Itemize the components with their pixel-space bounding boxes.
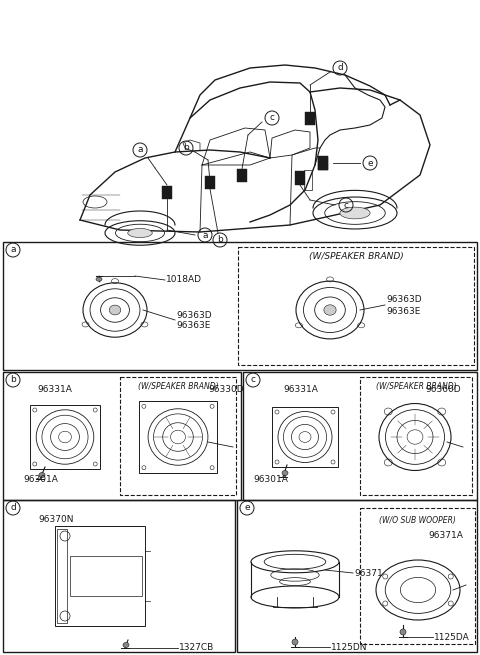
Ellipse shape — [123, 643, 129, 648]
Bar — [238, 247, 474, 365]
Bar — [139, 402, 217, 473]
Text: d: d — [10, 504, 16, 512]
Text: c: c — [344, 200, 348, 210]
Text: a: a — [202, 231, 208, 240]
Text: 96363D: 96363D — [386, 295, 421, 305]
Ellipse shape — [324, 305, 336, 315]
Bar — [304, 170, 312, 190]
Text: c: c — [251, 375, 255, 384]
Text: 96330D: 96330D — [208, 386, 244, 394]
Text: 1125DA: 1125DA — [434, 633, 470, 641]
Text: a: a — [137, 145, 143, 155]
Bar — [70, 556, 142, 596]
Text: 96301A: 96301A — [253, 476, 288, 485]
Text: 96363D: 96363D — [176, 310, 212, 320]
Text: 96371: 96371 — [354, 569, 383, 578]
Text: 96301A: 96301A — [23, 476, 58, 485]
Bar — [3, 242, 477, 370]
Text: 96331A: 96331A — [37, 386, 72, 394]
Bar — [237, 168, 247, 181]
Text: d: d — [337, 64, 343, 73]
Bar — [360, 508, 475, 644]
Bar — [272, 407, 338, 467]
Bar — [205, 176, 215, 189]
Ellipse shape — [282, 470, 288, 476]
Bar — [360, 377, 472, 495]
Ellipse shape — [340, 207, 370, 219]
Bar — [295, 171, 305, 185]
Text: (W/SPEAKER BRAND): (W/SPEAKER BRAND) — [309, 252, 403, 261]
Text: 96331A: 96331A — [283, 386, 318, 394]
Bar — [55, 526, 145, 626]
Text: 96370N: 96370N — [38, 515, 73, 525]
Ellipse shape — [292, 639, 298, 645]
Text: 1018AD: 1018AD — [166, 276, 202, 284]
Text: (W/O SUB WOOPER): (W/O SUB WOOPER) — [379, 515, 456, 525]
Ellipse shape — [96, 277, 102, 281]
Text: c: c — [269, 113, 275, 122]
Bar — [318, 156, 328, 170]
Ellipse shape — [128, 229, 152, 238]
Bar — [3, 500, 235, 652]
Text: 96363E: 96363E — [386, 307, 420, 316]
Ellipse shape — [39, 472, 45, 477]
Bar — [57, 529, 67, 623]
Text: (W/SPEAKER BRAND): (W/SPEAKER BRAND) — [376, 381, 456, 390]
Text: 96371A: 96371A — [428, 531, 463, 540]
Text: b: b — [217, 236, 223, 244]
Text: 96360D: 96360D — [425, 386, 461, 394]
Bar — [237, 500, 477, 652]
Bar — [3, 372, 241, 500]
Bar — [30, 405, 100, 469]
Text: 1125DN: 1125DN — [331, 643, 368, 652]
Bar — [318, 157, 328, 170]
Bar — [162, 185, 172, 198]
Text: e: e — [367, 159, 373, 168]
Ellipse shape — [109, 305, 121, 315]
Text: a: a — [10, 246, 16, 255]
Text: e: e — [244, 504, 250, 512]
Bar — [243, 372, 477, 500]
Text: (W/SPEAKER BRAND): (W/SPEAKER BRAND) — [138, 381, 218, 390]
Bar — [120, 377, 236, 495]
Bar — [305, 111, 315, 124]
Text: 1327CB: 1327CB — [179, 643, 214, 652]
Text: b: b — [10, 375, 16, 384]
Ellipse shape — [400, 629, 406, 635]
Text: 96363E: 96363E — [176, 322, 210, 331]
Text: b: b — [183, 143, 189, 153]
